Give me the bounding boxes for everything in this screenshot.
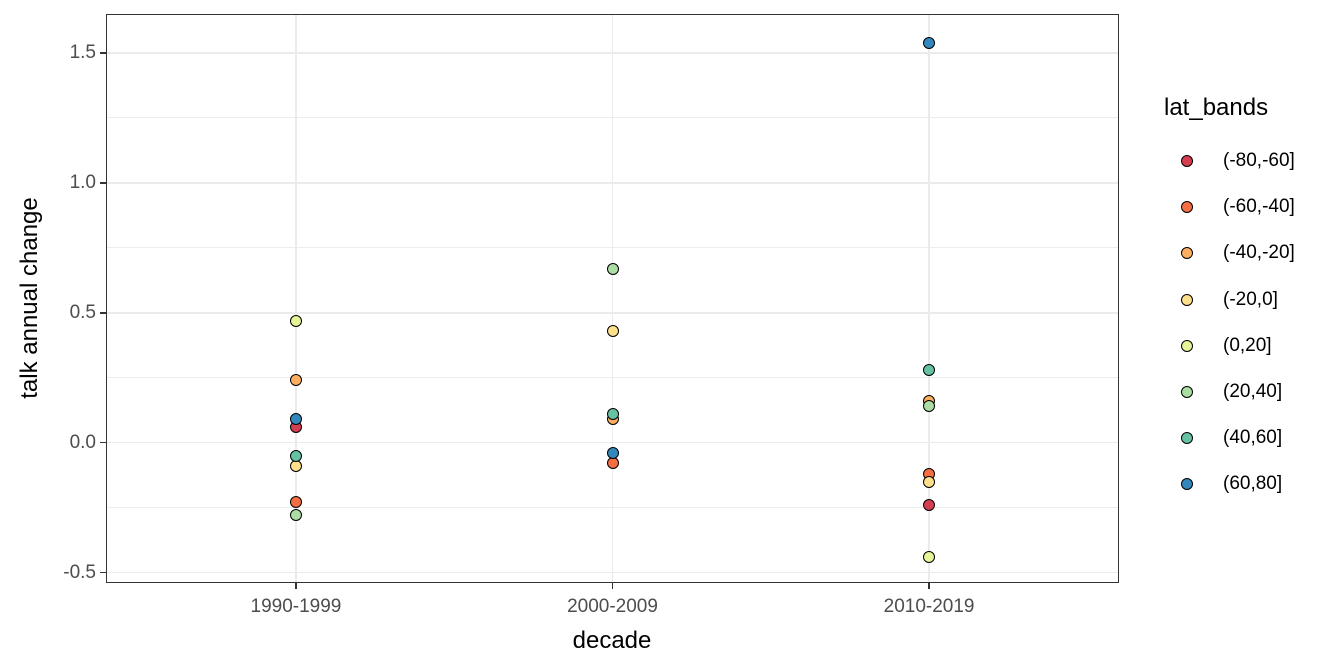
legend-entry: (-60,-40]	[1164, 184, 1295, 230]
y-tick-label: -0.5	[63, 561, 96, 583]
data-point	[606, 262, 619, 275]
y-axis-tick	[100, 52, 106, 54]
x-axis-tick	[928, 583, 930, 589]
x-axis-tick	[295, 583, 297, 589]
data-point	[923, 551, 936, 564]
data-point	[289, 374, 302, 387]
data-point	[606, 324, 619, 337]
legend-entry: (-40,-20]	[1164, 230, 1295, 276]
data-point	[289, 413, 302, 426]
legend-key-icon	[1181, 339, 1193, 352]
legend-key	[1170, 247, 1204, 260]
data-point	[289, 314, 302, 327]
y-axis-tick	[100, 182, 106, 184]
x-axis-title: decade	[572, 627, 652, 654]
legend-label: (-20,0]	[1223, 288, 1278, 310]
legend-key	[1170, 386, 1204, 399]
x-gridline-major	[295, 14, 297, 583]
x-tick-label: 2000-2009	[567, 596, 658, 617]
data-point	[923, 499, 936, 512]
legend-entry: (60,80]	[1164, 461, 1295, 507]
y-axis-tick	[100, 311, 106, 314]
legend-key-icon	[1181, 432, 1193, 445]
legend-label: (-60,-40]	[1223, 196, 1295, 218]
data-point	[289, 449, 302, 462]
x-tick-label: 1990-1999	[250, 596, 342, 617]
data-point	[923, 36, 936, 49]
y-tick-label: 0.5	[69, 301, 96, 323]
legend-key	[1170, 339, 1204, 352]
legend-entry: (40,60]	[1164, 415, 1295, 461]
legend-key-icon	[1181, 386, 1193, 399]
legend-entry: (20,40]	[1164, 369, 1295, 415]
legend-label: (-80,-60]	[1223, 150, 1295, 172]
data-point	[289, 496, 302, 509]
y-tick-label: 0.0	[69, 431, 96, 453]
x-tick-label: 2010-2019	[883, 596, 975, 617]
legend-label: (20,40]	[1223, 381, 1283, 403]
legend-entry: (-80,-60]	[1164, 138, 1295, 184]
legend-label: (0,20]	[1223, 334, 1272, 356]
x-gridline-major	[928, 14, 930, 583]
x-gridline-major	[611, 14, 614, 583]
legend-label: (60,80]	[1223, 473, 1283, 495]
data-point	[923, 475, 936, 488]
legend-key	[1170, 478, 1204, 491]
legend-key-icon	[1181, 247, 1193, 260]
legend-key	[1170, 432, 1204, 445]
y-tick-label: 1.0	[69, 171, 96, 193]
legend-label: (-40,-20]	[1223, 242, 1295, 264]
y-axis-title: talk annual change	[16, 197, 43, 399]
legend-entry: (0,20]	[1164, 323, 1295, 369]
legend-entries: (-80,-60] (-60,-40] (-40,-20] (-20,0] (0,20]…	[1164, 138, 1295, 508]
legend: lat_bands (-80,-60] (-60,-40] (-40,-20] (-2…	[1164, 94, 1295, 494]
legend-key-icon	[1181, 201, 1193, 214]
legend-key-icon	[1181, 293, 1193, 306]
legend-entry: (-20,0]	[1164, 277, 1295, 323]
legend-key-icon	[1181, 478, 1193, 491]
legend-key	[1170, 155, 1204, 168]
data-point	[606, 457, 619, 470]
data-point	[606, 447, 619, 460]
legend-label: (40,60]	[1223, 427, 1283, 449]
x-axis-tick	[611, 583, 614, 589]
data-point	[289, 460, 302, 473]
legend-key	[1170, 293, 1204, 306]
legend-key	[1170, 201, 1204, 214]
legend-title: lat_bands	[1164, 94, 1269, 121]
y-tick-label: 1.5	[69, 41, 96, 63]
data-point	[923, 400, 936, 413]
y-axis-tick	[100, 441, 106, 444]
data-point	[289, 509, 302, 522]
data-point	[606, 408, 619, 421]
plot-panel	[106, 14, 1119, 583]
data-point	[923, 363, 936, 376]
y-axis-tick	[100, 571, 106, 574]
legend-key-icon	[1181, 155, 1193, 168]
